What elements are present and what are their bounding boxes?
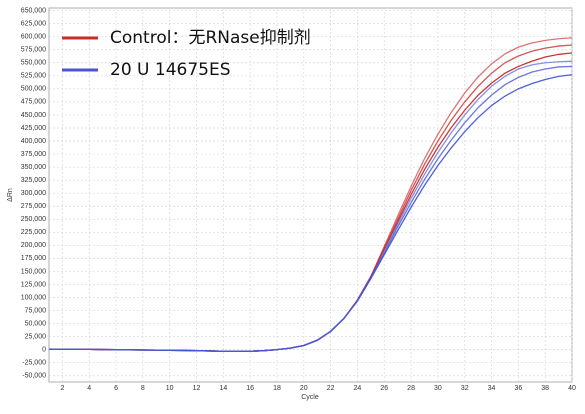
- x-tick-label: 8: [141, 385, 145, 392]
- legend-label: 20 U 14675ES: [110, 60, 231, 80]
- x-tick-label: 2: [60, 385, 64, 392]
- y-axis-label: ΔRn: [7, 188, 14, 202]
- y-tick-label: 500,000: [21, 86, 46, 93]
- x-tick-label: 10: [166, 385, 174, 392]
- y-tick-label: 325,000: [21, 177, 46, 184]
- y-tick-label: 50,000: [25, 320, 47, 327]
- x-tick-label: 30: [434, 385, 442, 392]
- x-tick-label: 6: [114, 385, 118, 392]
- y-tick-label: 600,000: [21, 34, 46, 41]
- x-tick-label: 24: [354, 385, 362, 392]
- y-tick-label: 100,000: [21, 294, 46, 301]
- y-tick-label: 125,000: [21, 281, 46, 288]
- x-tick-label: 28: [407, 385, 415, 392]
- x-tick-label: 14: [219, 385, 227, 392]
- y-tick-label: 575,000: [21, 47, 46, 54]
- y-tick-label: 25,000: [25, 333, 47, 340]
- x-axis-label: Cycle: [301, 394, 319, 401]
- x-tick-label: 20: [300, 385, 308, 392]
- y-tick-label: 525,000: [21, 73, 46, 80]
- x-tick-label: 32: [461, 385, 469, 392]
- y-tick-label: 275,000: [21, 203, 46, 210]
- y-tick-label: 150,000: [21, 268, 46, 275]
- x-tick-label: 34: [488, 385, 496, 392]
- y-tick-label: 625,000: [21, 20, 46, 27]
- y-tick-label: 300,000: [21, 190, 46, 197]
- x-tick-label: 18: [273, 385, 281, 392]
- x-tick-label: 12: [193, 385, 201, 392]
- y-tick-label: 375,000: [21, 151, 46, 158]
- y-tick-label: 0: [42, 347, 46, 354]
- y-tick-label: -25,000: [22, 360, 46, 367]
- y-tick-label: 350,000: [21, 164, 46, 171]
- y-tick-label: 225,000: [21, 229, 46, 236]
- y-tick-label: 650,000: [21, 7, 46, 14]
- y-tick-label: 175,000: [21, 255, 46, 262]
- y-tick-label: 75,000: [25, 307, 47, 314]
- y-tick-label: -50,000: [22, 373, 46, 380]
- y-tick-label: 475,000: [21, 99, 46, 106]
- y-tick-label: 400,000: [21, 138, 46, 145]
- y-tick-label: 200,000: [21, 242, 46, 249]
- x-tick-label: 22: [327, 385, 335, 392]
- x-tick-label: 26: [380, 385, 388, 392]
- y-tick-label: 550,000: [21, 60, 46, 67]
- y-tick-label: 425,000: [21, 125, 46, 132]
- y-tick-label: 450,000: [21, 112, 46, 119]
- x-tick-label: 4: [87, 385, 91, 392]
- legend-label: Control：无RNase抑制剂: [110, 28, 311, 48]
- y-tick-label: 250,000: [21, 216, 46, 223]
- x-tick-label: 40: [568, 385, 576, 392]
- series-line: [49, 74, 573, 352]
- x-tick-label: 38: [541, 385, 549, 392]
- x-tick-label: 16: [246, 385, 254, 392]
- x-tick-label: 36: [514, 385, 522, 392]
